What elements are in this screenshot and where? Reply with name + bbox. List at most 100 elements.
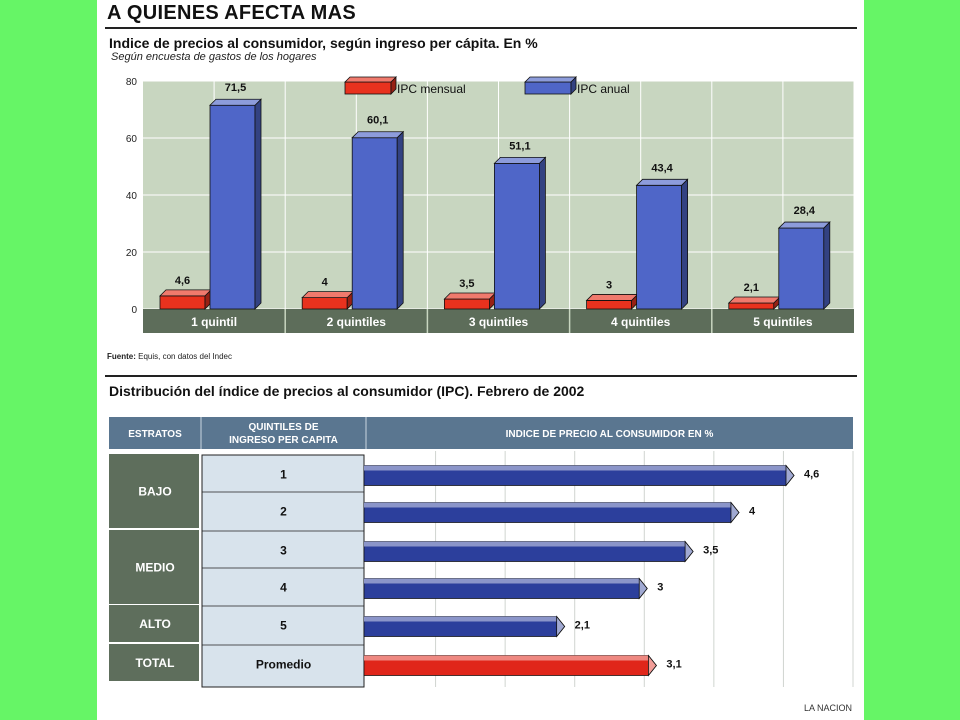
- bar-ipc-anual-front: [778, 227, 825, 310]
- chart1-subtitle: Según encuesta de gastos de los hogares: [111, 51, 317, 63]
- quintile-label: 4: [280, 581, 287, 595]
- credit-label: LA NACION: [803, 703, 852, 713]
- bar-ipc-anual: [351, 130, 405, 310]
- bar-ipc-mensual-top: [159, 289, 212, 297]
- y-tick-label: 40: [126, 191, 138, 202]
- stratum-label: BAJO: [138, 485, 171, 499]
- bar-ipc-anual: [209, 98, 262, 310]
- bar-ipc-mensual-front: [728, 302, 775, 310]
- header-quintiles-line2: INGRESO PER CAPITA: [229, 435, 338, 446]
- bar-tip: [684, 540, 694, 563]
- bar-quintil: [363, 540, 694, 563]
- data-label: 3,5: [703, 545, 718, 557]
- bar-highlight: [364, 616, 557, 622]
- legend-swatch: [524, 76, 577, 95]
- bar-area-background: [366, 451, 853, 687]
- stratum-cell: [109, 644, 199, 681]
- x-tick-label: 2 quintiles: [327, 315, 387, 329]
- bar-ipc-mensual-top: [727, 296, 781, 304]
- bar-ipc-anual: [635, 178, 689, 310]
- infographic-canvas: A QUIENES AFECTA MAS Indice de precios a…: [97, 0, 864, 720]
- horizontal-bar-chart: ESTRATOS QUINTILES DE INGRESO PER CAPITA IN…: [109, 417, 854, 688]
- bar-ipc-anual-top: [777, 221, 831, 229]
- legend: IPC mensual IPC anual: [344, 76, 630, 96]
- stratum-cell: [109, 605, 199, 642]
- bar-ipc-mensual-top: [301, 291, 355, 299]
- bar-tip: [647, 654, 657, 677]
- bar-ipc-anual-front: [209, 104, 256, 310]
- bar-tip: [638, 577, 648, 600]
- page-title: A QUIENES AFECTA MAS: [107, 2, 356, 24]
- stratum-label: MEDIO: [135, 561, 174, 575]
- bar-ipc-anual-front: [636, 184, 682, 310]
- y-tick-label: 0: [131, 305, 137, 316]
- data-label: 28,4: [794, 205, 816, 217]
- legend-swatch-front: [344, 81, 392, 95]
- bar-ipc-anual: [493, 156, 547, 310]
- x-tick-label: 3 quintiles: [469, 315, 529, 329]
- bar-ipc-anual-front: [493, 162, 540, 310]
- y-tick-label: 60: [126, 134, 138, 145]
- bar-highlight: [364, 578, 640, 584]
- header-estratos: ESTRATOS: [128, 429, 182, 440]
- bar-ipc-anual-side: [681, 178, 688, 310]
- data-label: 71,5: [225, 82, 246, 94]
- x-tick-label: 1 quintil: [191, 315, 237, 329]
- bar-tip: [730, 501, 740, 524]
- table-header: [109, 417, 853, 449]
- bar-promedio: [363, 654, 657, 677]
- bar-highlight: [364, 541, 686, 547]
- stratum-cell: [109, 530, 199, 604]
- bar-ipc-anual-top: [635, 178, 689, 186]
- quintile-label: 2: [280, 505, 287, 519]
- header-ipc: INDICE DE PRECIO AL CONSUMIDOR EN %: [506, 429, 714, 440]
- source-label: Fuente:: [107, 352, 136, 361]
- legend-swatch-top: [344, 76, 397, 83]
- bar-highlight: [364, 655, 649, 661]
- bar-ipc-mensual-front: [301, 297, 348, 310]
- data-label: 4,6: [175, 275, 190, 287]
- x-tick-label: 4 quintiles: [611, 315, 671, 329]
- column-chart: 80 60 40 20 0 1 quintil 4,6 71,5 2 quintiles 4 60,…: [126, 76, 855, 333]
- bar-ipc-anual-top: [209, 98, 262, 106]
- legend-swatch-top: [524, 76, 577, 83]
- quintile-column: [201, 454, 365, 688]
- bar-ipc-anual-side: [396, 130, 404, 310]
- data-label: 3: [657, 582, 663, 594]
- data-label: 4: [322, 277, 329, 289]
- bar-ipc-anual-side: [254, 98, 262, 310]
- bar-ipc-anual-side: [823, 221, 831, 310]
- bar-tip: [556, 615, 566, 638]
- data-label: 4: [749, 506, 756, 518]
- data-label: 2,1: [575, 620, 590, 632]
- data-label: 51,1: [509, 140, 530, 152]
- stratum-cell: [109, 454, 199, 528]
- bar-highlight: [364, 465, 786, 471]
- bar-highlight: [364, 502, 731, 508]
- quintile-label: 1: [280, 468, 287, 482]
- bar-quintil: [363, 501, 740, 524]
- chart1-title: Indice de precios al consumidor, según i…: [109, 35, 538, 51]
- data-label: 3,1: [666, 659, 681, 671]
- quintile-label: 3: [280, 544, 287, 558]
- bar-ipc-mensual-top: [443, 292, 497, 300]
- header-quintiles: QUINTILES DE INGRESO PER CAPITA: [229, 422, 338, 446]
- quintile-label: 5: [280, 619, 287, 633]
- data-label: 43,4: [651, 162, 673, 174]
- bar-quintil: [363, 464, 795, 487]
- bar-ipc-anual: [777, 221, 831, 310]
- header-quintiles-line1: QUINTILES DE: [248, 422, 318, 433]
- bar-ipc-anual-side: [538, 156, 546, 310]
- legend-label: IPC mensual: [397, 82, 466, 96]
- data-label: 3,5: [459, 278, 474, 290]
- bar-quintil: [363, 615, 566, 638]
- title-rule: [105, 27, 857, 29]
- y-tick-label: 80: [126, 77, 138, 88]
- data-label: 3: [606, 279, 612, 291]
- quintile-label: Promedio: [256, 658, 311, 672]
- chart2-title: Distribución del índice de precios al co…: [109, 383, 585, 399]
- bar-ipc-mensual: [301, 290, 355, 310]
- source-text: Equis, con datos del Indec: [138, 352, 232, 361]
- bar-ipc-mensual-top: [585, 294, 639, 301]
- bar-ipc-mensual: [585, 293, 639, 310]
